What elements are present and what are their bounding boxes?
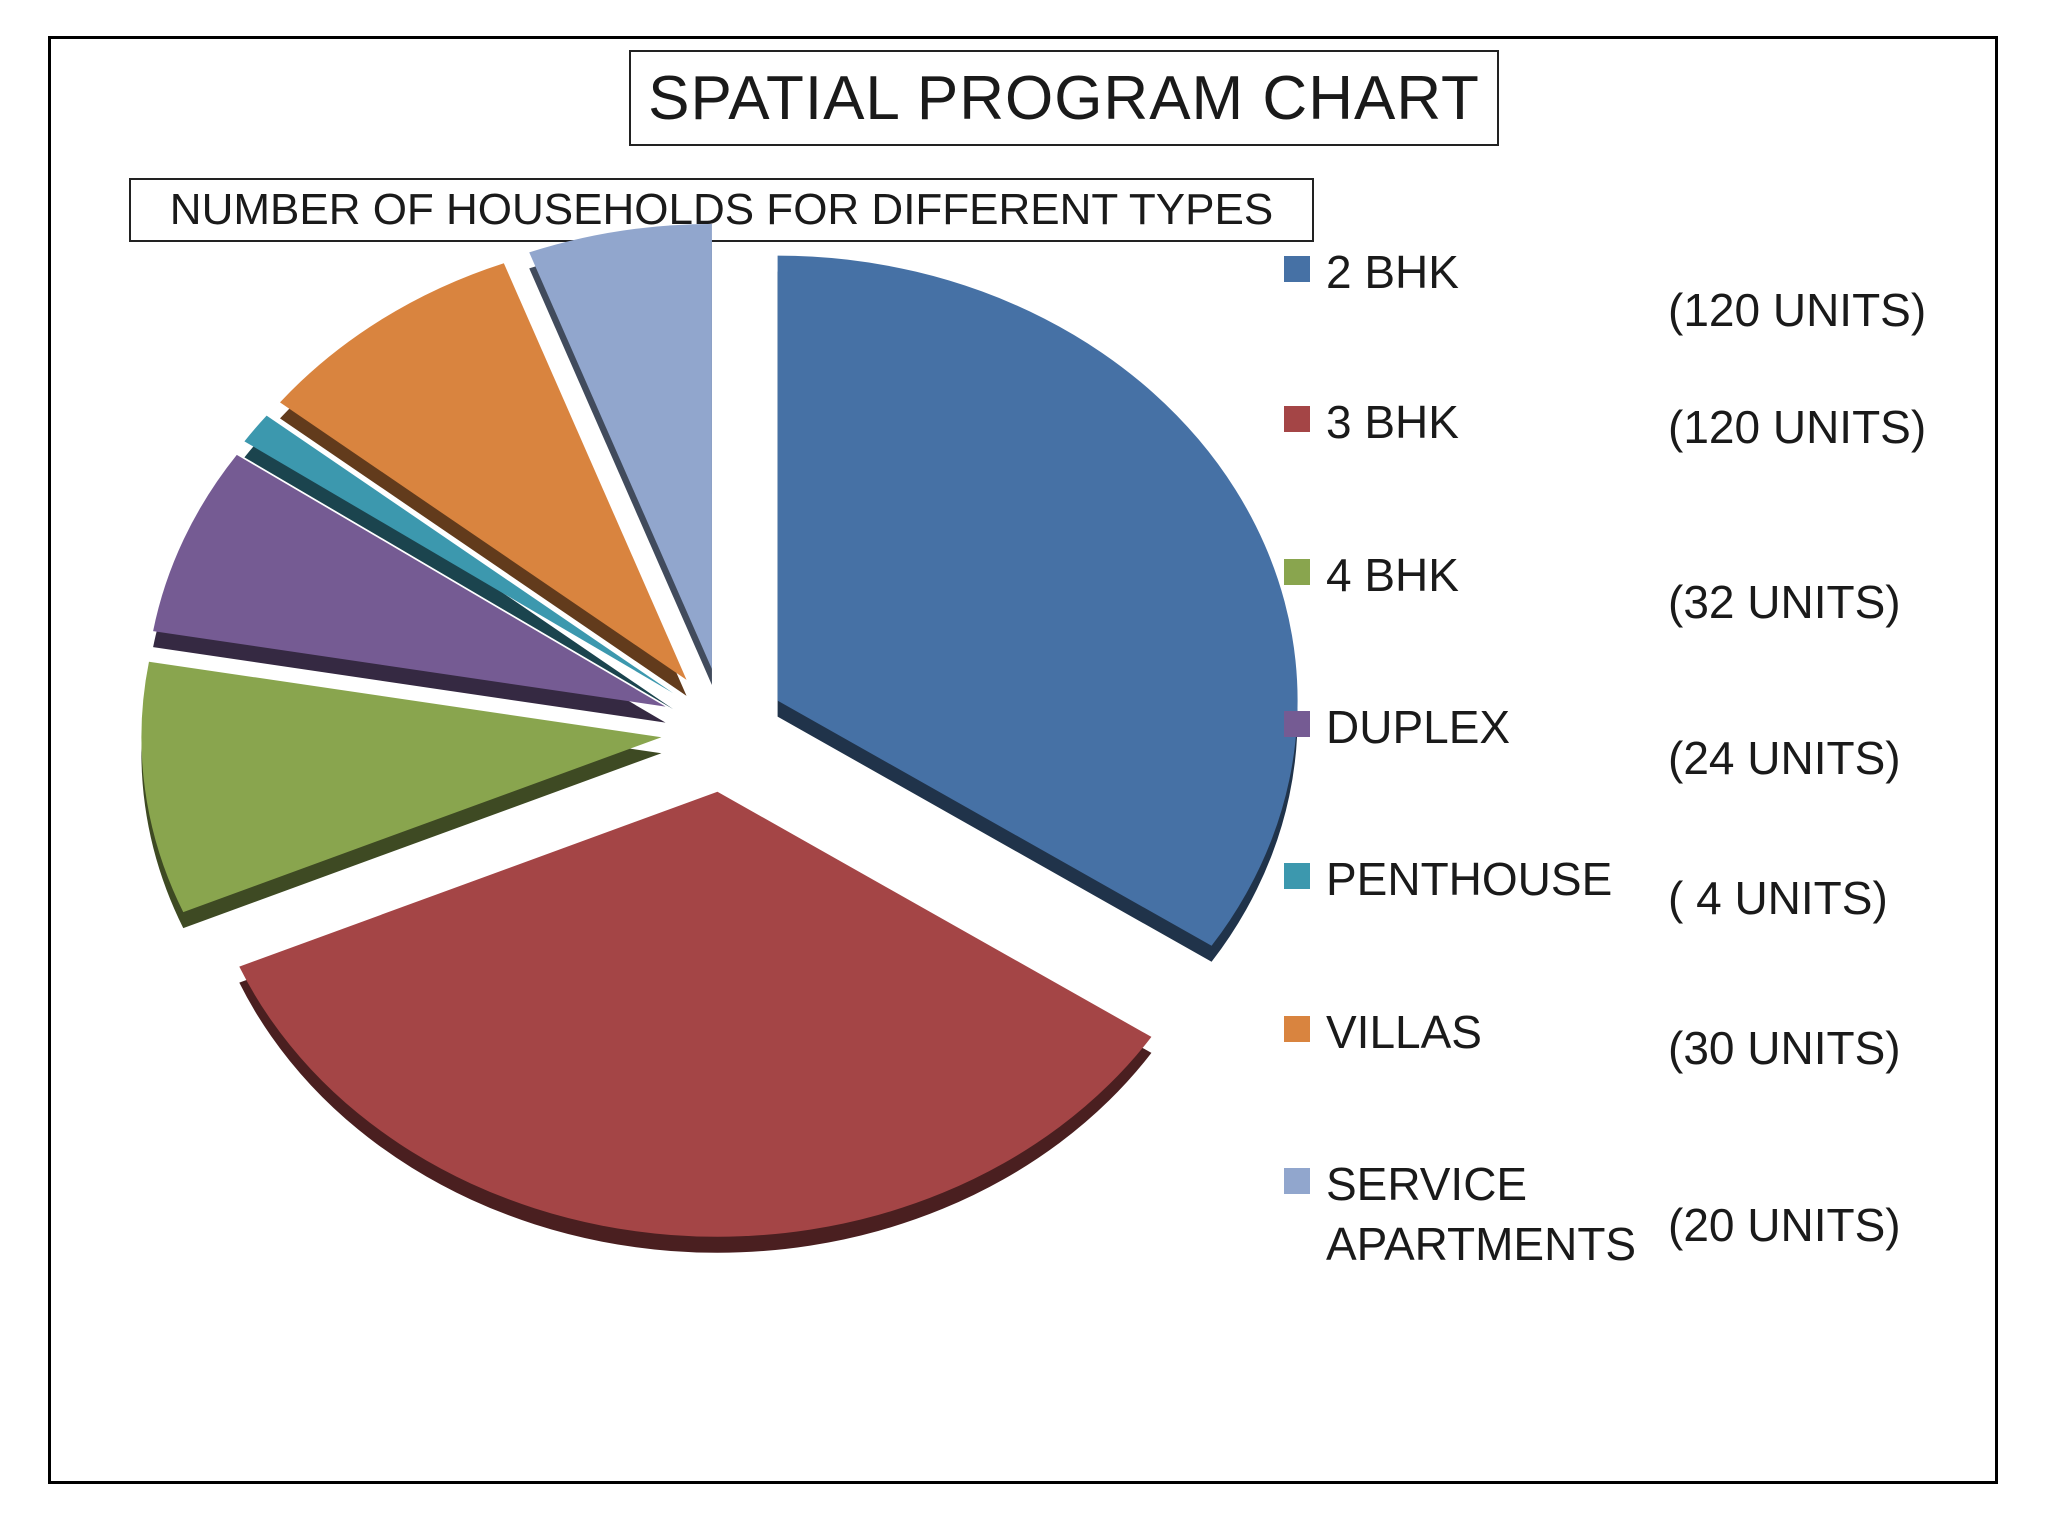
chart-subtitle: NUMBER OF HOUSEHOLDS FOR DIFFERENT TYPES <box>129 178 1314 242</box>
legend-swatch <box>1284 406 1310 432</box>
legend-item-villas: VILLAS <box>1284 1002 1482 1062</box>
legend-label: DUPLEX <box>1326 701 1511 753</box>
chart-title: SPATIAL PROGRAM CHART <box>629 50 1499 146</box>
pie-slice-villas <box>280 263 687 680</box>
pie-slice-3bhk <box>239 791 1152 1237</box>
legend-item-3bhk: 3 BHK <box>1284 392 1459 452</box>
legend-swatch <box>1284 1168 1310 1194</box>
legend-label: 4 BHK <box>1326 549 1459 601</box>
pie-top-layer <box>141 223 1298 1237</box>
legend-item-penthouse: PENTHOUSE <box>1284 849 1612 909</box>
legend-swatch <box>1284 863 1310 889</box>
legend-label: 2 BHK <box>1326 246 1459 298</box>
legend-swatch <box>1284 256 1310 282</box>
pie-slice-4bhk <box>141 661 662 913</box>
legend-swatch <box>1284 711 1310 737</box>
legend-swatch <box>1284 559 1310 585</box>
legend-swatch <box>1284 1016 1310 1042</box>
pie-slice-2bhk <box>777 255 1298 946</box>
legend-label: VILLAS <box>1326 1006 1482 1058</box>
pie-slice-service-apartments <box>529 223 712 669</box>
units-label-service-apartments: (20 UNITS) <box>1668 1199 1901 1251</box>
pie-slice-penthouse <box>244 415 674 694</box>
legend-label: PENTHOUSE <box>1326 853 1613 905</box>
units-label-duplex: (24 UNITS) <box>1668 732 1901 784</box>
units-label-3bhk: (120 UNITS) <box>1668 401 1927 453</box>
units-label-2bhk: (120 UNITS) <box>1668 284 1927 336</box>
units-label-4bhk: (32 UNITS) <box>1668 576 1901 628</box>
legend-item-2bhk: 2 BHK <box>1284 242 1459 302</box>
legend-item-duplex: DUPLEX <box>1284 697 1510 757</box>
units-label-penthouse: ( 4 UNITS) <box>1668 872 1888 924</box>
legend-item-4bhk: 4 BHK <box>1284 545 1459 605</box>
pie-slice-duplex <box>153 454 666 707</box>
units-label-villas: (30 UNITS) <box>1668 1022 1901 1074</box>
legend-item-service-apartments: SERVICE APARTMENTS <box>1284 1154 1636 1274</box>
legend-label: SERVICE APARTMENTS <box>1326 1158 1637 1270</box>
legend-label: 3 BHK <box>1326 396 1459 448</box>
